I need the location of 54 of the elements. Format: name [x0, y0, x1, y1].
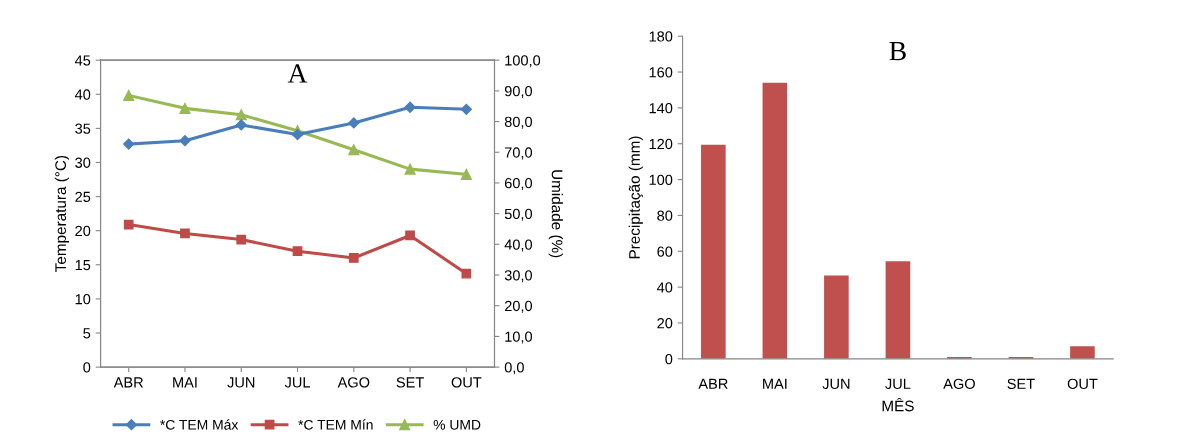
y2-axis-title: Umidade (%) — [548, 170, 563, 258]
y-tick-label: 45 — [74, 55, 91, 66]
x-tick-label: JUL — [284, 377, 311, 388]
y-axis-title: Temperatura (°C) — [54, 155, 70, 272]
legend-label: % UMD — [433, 419, 481, 430]
y-axis-title: Precipitação (mm) — [628, 136, 643, 259]
y-tick-label: 40 — [74, 89, 91, 100]
chart-title: A — [287, 64, 308, 83]
x-tick-label: JUN — [822, 378, 850, 389]
y2-tick-label: 0,0 — [504, 362, 524, 375]
x-tick-label: ABR — [698, 378, 728, 389]
y-tick-label: 15 — [75, 260, 91, 271]
x-tick-label: AGO — [943, 378, 975, 389]
x-tick-label: JUN — [227, 377, 255, 388]
y-tick-label: 20 — [657, 318, 673, 329]
y2-tick-label: 10,0 — [505, 331, 533, 344]
y2-tick-label: 100,0 — [505, 55, 541, 68]
y-tick-label: 180 — [649, 31, 673, 42]
y-tick-label: 20 — [75, 225, 91, 237]
y-tick-label: 160 — [649, 67, 673, 78]
y-tick-label: 0 — [665, 353, 673, 365]
x-tick-label: SET — [396, 377, 424, 388]
y2-tick-label: 70,0 — [504, 147, 533, 160]
y2-tick-label: 20,0 — [504, 300, 533, 313]
y-tick-label: 80 — [657, 210, 673, 221]
chart-title: B — [889, 41, 906, 61]
x-tick-label: AGO — [337, 377, 370, 388]
legend-label: *C TEM Mín — [298, 419, 373, 430]
x-tick-label: ABR — [113, 377, 144, 388]
x-tick-label: MAI — [173, 377, 197, 388]
x-tick-label: OUT — [451, 377, 482, 388]
x-tick-label: SET — [1007, 378, 1035, 389]
y2-tick-label: 30,0 — [504, 270, 533, 283]
y2-tick-label: 50,0 — [504, 208, 533, 221]
y-tick-label: 5 — [83, 328, 91, 339]
y-tick-label: 35 — [75, 123, 91, 134]
x-tick-label: MAI — [763, 378, 787, 389]
y2-tick-label: 80,0 — [504, 116, 533, 129]
legend-label: *C TEM Máx — [160, 419, 239, 430]
y-tick-label: 30 — [75, 157, 91, 168]
y2-tick-label: 60,0 — [504, 178, 533, 191]
y-tick-label: 120 — [649, 138, 673, 150]
x-tick-label: JUL — [885, 378, 911, 389]
x-axis-title: MÊS — [882, 397, 914, 412]
y-tick-label: 140 — [649, 102, 673, 114]
y-tick-label: 10 — [75, 294, 91, 305]
y-tick-label: 100 — [649, 174, 673, 186]
y-tick-label: 40 — [656, 282, 673, 293]
y-tick-label: 25 — [75, 191, 91, 203]
y-tick-label: 60 — [657, 246, 673, 257]
y-tick-label: 0 — [83, 362, 91, 373]
x-tick-label: OUT — [1067, 378, 1098, 389]
y2-tick-label: 40,0 — [504, 239, 533, 252]
y2-tick-label: 90,0 — [504, 85, 533, 99]
